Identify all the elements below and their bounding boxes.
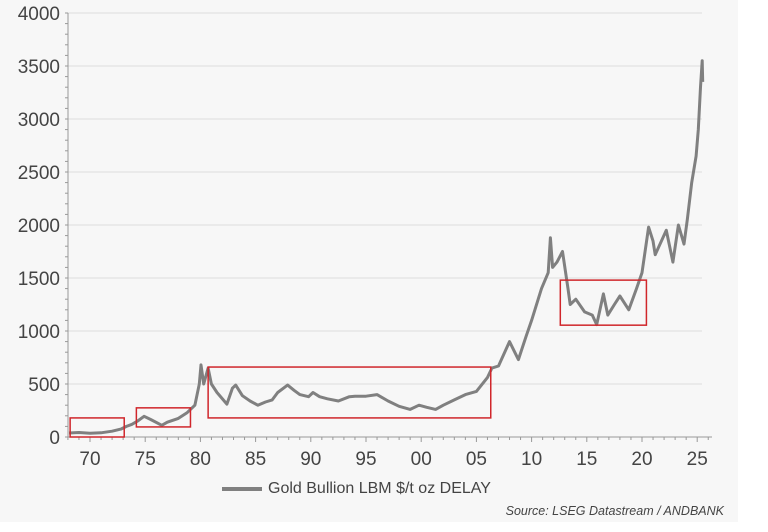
y-tick-label: 1500 bbox=[18, 269, 60, 290]
legend-swatch bbox=[222, 487, 262, 491]
x-tick-label: 75 bbox=[135, 449, 156, 470]
x-tick-label: 80 bbox=[190, 449, 211, 470]
y-tick-label: 2000 bbox=[18, 216, 60, 237]
gold-price-line bbox=[68, 59, 705, 435]
x-tick-label: 10 bbox=[521, 449, 542, 470]
y-tick-label: 500 bbox=[28, 375, 60, 396]
x-tick-label: 05 bbox=[466, 449, 487, 470]
source-note: Source: LSEG Datastream / ANDBANK bbox=[505, 504, 724, 518]
x-tick-label: 95 bbox=[355, 449, 376, 470]
chart-background bbox=[0, 0, 738, 522]
legend: Gold Bullion LBM $/t oz DELAY bbox=[222, 480, 491, 498]
legend-label: Gold Bullion LBM $/t oz DELAY bbox=[268, 480, 491, 497]
x-tick-label: 90 bbox=[300, 449, 321, 470]
x-tick-label: 85 bbox=[245, 449, 266, 470]
x-tick-label: 70 bbox=[79, 449, 100, 470]
highlight-box bbox=[207, 366, 492, 419]
y-tick-label: 3500 bbox=[18, 57, 60, 78]
y-tick-label: 3000 bbox=[18, 110, 60, 131]
y-tick-label: 1000 bbox=[18, 322, 60, 343]
y-tick-label: 4000 bbox=[18, 4, 60, 25]
x-tick-label: 25 bbox=[687, 449, 708, 470]
highlight-box bbox=[135, 407, 192, 428]
highlight-box bbox=[69, 417, 125, 438]
x-tick-label: 15 bbox=[576, 449, 597, 470]
x-tick-label: 00 bbox=[411, 449, 432, 470]
highlight-box bbox=[559, 279, 648, 326]
x-tick-label: 20 bbox=[631, 449, 652, 470]
y-tick-label: 2500 bbox=[18, 163, 60, 184]
y-tick-label: 0 bbox=[49, 428, 60, 449]
